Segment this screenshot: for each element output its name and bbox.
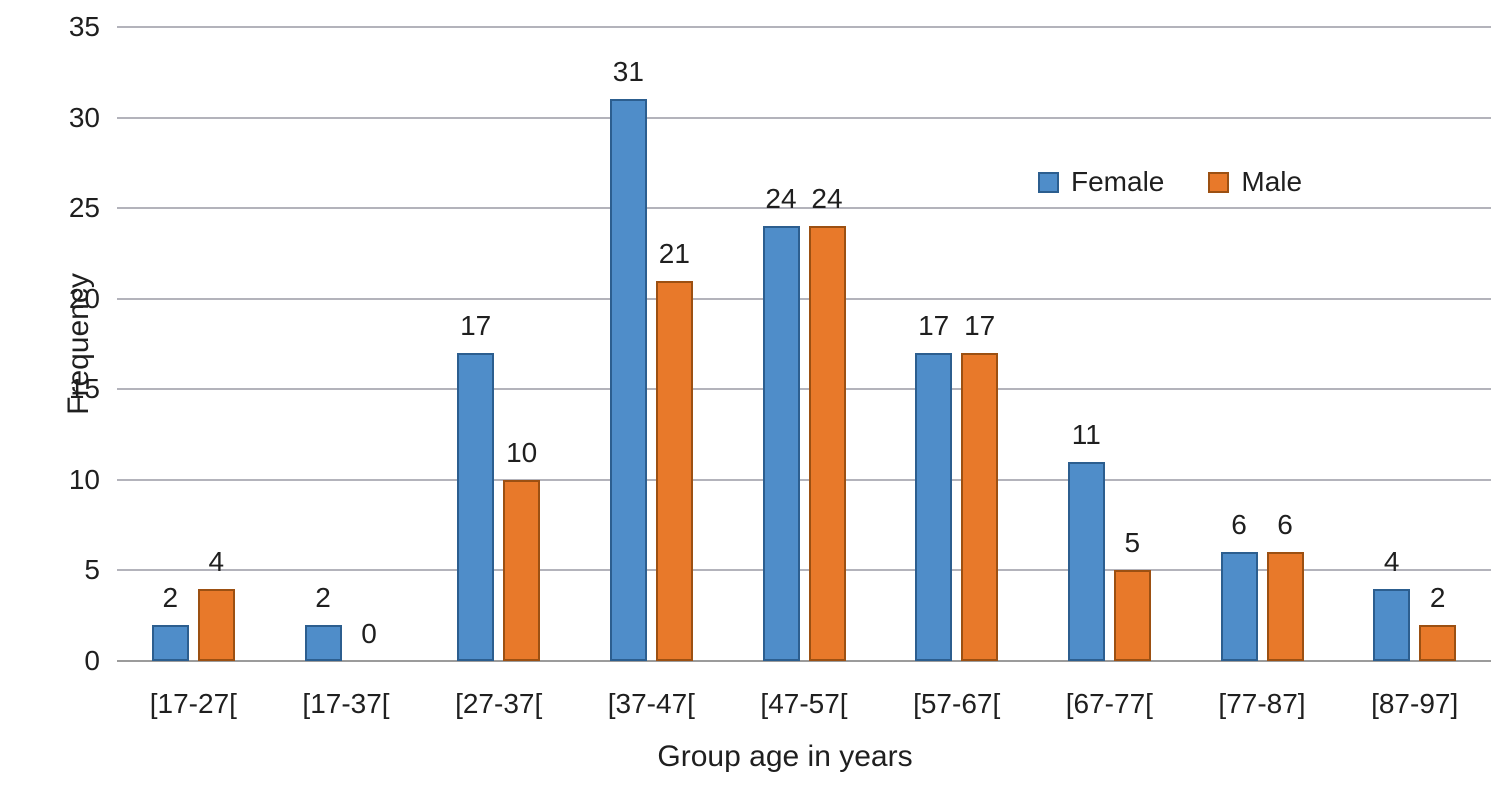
x-axis-title: Group age in years bbox=[657, 740, 913, 773]
female-bar-[17-27[ bbox=[151, 624, 189, 661]
female-value-label-[67-77[: 11 bbox=[1071, 418, 1101, 450]
legend-item-female: Female bbox=[1038, 166, 1164, 198]
plot-area: 2 4 2 0 17 10 31 21 24 24 17 17 11 5 6 6 4 2 bbox=[117, 26, 1491, 662]
gridline bbox=[117, 116, 1491, 119]
x-tick-label: [77-87] bbox=[1218, 688, 1306, 719]
male-value-label-[77-87]: 6 bbox=[1277, 509, 1293, 541]
male-value-label-[87-97]: 2 bbox=[1429, 581, 1446, 613]
female-bar-[77-87] bbox=[1220, 552, 1258, 661]
x-tick-label: [17-37[ bbox=[302, 688, 390, 719]
legend: Female Male bbox=[1038, 166, 1302, 198]
y-tick-label: 10 bbox=[68, 463, 100, 495]
legend-label-male: Male bbox=[1241, 166, 1303, 197]
x-axis-line bbox=[117, 660, 1491, 662]
female-value-label-[57-67[: 17 bbox=[918, 310, 950, 342]
female-value-label-[47-57[: 24 bbox=[765, 183, 797, 215]
legend-label-female: Female bbox=[1071, 166, 1165, 197]
female-bar-[57-67[ bbox=[915, 353, 953, 661]
male-value-label-[37-47[: 21 bbox=[658, 237, 690, 269]
gridline bbox=[117, 26, 1491, 28]
male-bar-[77-87] bbox=[1266, 552, 1304, 661]
female-value-label-[27-37[: 17 bbox=[460, 310, 492, 342]
male-series-swatch-icon bbox=[1208, 171, 1230, 193]
female-value-label-[87-97]: 4 bbox=[1383, 545, 1400, 577]
gridline bbox=[117, 478, 1491, 481]
male-bar-[67-77[ bbox=[1113, 570, 1151, 661]
female-bar-[17-37[ bbox=[304, 624, 342, 661]
y-tick-label: 0 bbox=[84, 645, 100, 676]
male-value-label-[57-67[: 17 bbox=[964, 310, 996, 342]
y-tick-label: 20 bbox=[68, 282, 100, 314]
gridline bbox=[117, 569, 1491, 572]
y-tick-label: 15 bbox=[68, 373, 100, 405]
y-tick-label: 5 bbox=[84, 554, 100, 586]
female-series-swatch-icon bbox=[1038, 171, 1059, 193]
x-tick-label: [57-67[ bbox=[913, 688, 1001, 719]
x-tick-label: [17-27[ bbox=[149, 688, 237, 719]
male-bar-[27-37[ bbox=[503, 479, 541, 661]
male-value-label-[17-37[: 0 bbox=[361, 618, 377, 649]
x-tick-label: [67-77[ bbox=[1065, 688, 1153, 719]
male-value-label-[17-27[: 4 bbox=[208, 545, 225, 577]
male-bar-[57-67[ bbox=[961, 353, 999, 661]
male-bar-[47-57[ bbox=[808, 226, 846, 661]
gridline bbox=[117, 388, 1491, 391]
male-value-label-[67-77[: 5 bbox=[1124, 527, 1141, 559]
female-value-label-[17-37[: 2 bbox=[315, 581, 331, 613]
female-value-label-[37-47[: 31 bbox=[612, 56, 644, 88]
male-bar-[37-47[ bbox=[655, 280, 693, 661]
female-bar-[67-77[ bbox=[1067, 461, 1105, 661]
female-value-label-[17-27[: 2 bbox=[162, 581, 179, 613]
y-tick-label: 30 bbox=[68, 101, 100, 133]
male-bar-[87-97] bbox=[1419, 624, 1457, 661]
female-bar-[47-57[ bbox=[762, 226, 800, 661]
gridline bbox=[117, 297, 1491, 300]
female-bar-[87-97] bbox=[1373, 588, 1411, 661]
male-value-label-[27-37[: 10 bbox=[506, 436, 538, 468]
x-tick-label: [47-57[ bbox=[760, 688, 848, 719]
x-tick-label: [27-37[ bbox=[455, 688, 543, 719]
gridline bbox=[117, 207, 1491, 210]
legend-item-male: Male bbox=[1208, 166, 1302, 198]
female-value-label-[77-87]: 6 bbox=[1231, 509, 1247, 541]
x-tick-label: [37-47[ bbox=[607, 688, 695, 719]
y-tick-label: 35 bbox=[68, 11, 100, 42]
x-tick-label: [87-97] bbox=[1371, 688, 1459, 719]
female-bar-[27-37[ bbox=[457, 353, 495, 661]
y-tick-label: 25 bbox=[68, 192, 100, 224]
female-bar-[37-47[ bbox=[609, 99, 647, 661]
male-value-label-[47-57[: 24 bbox=[811, 183, 843, 215]
male-bar-[17-27[ bbox=[197, 588, 235, 661]
